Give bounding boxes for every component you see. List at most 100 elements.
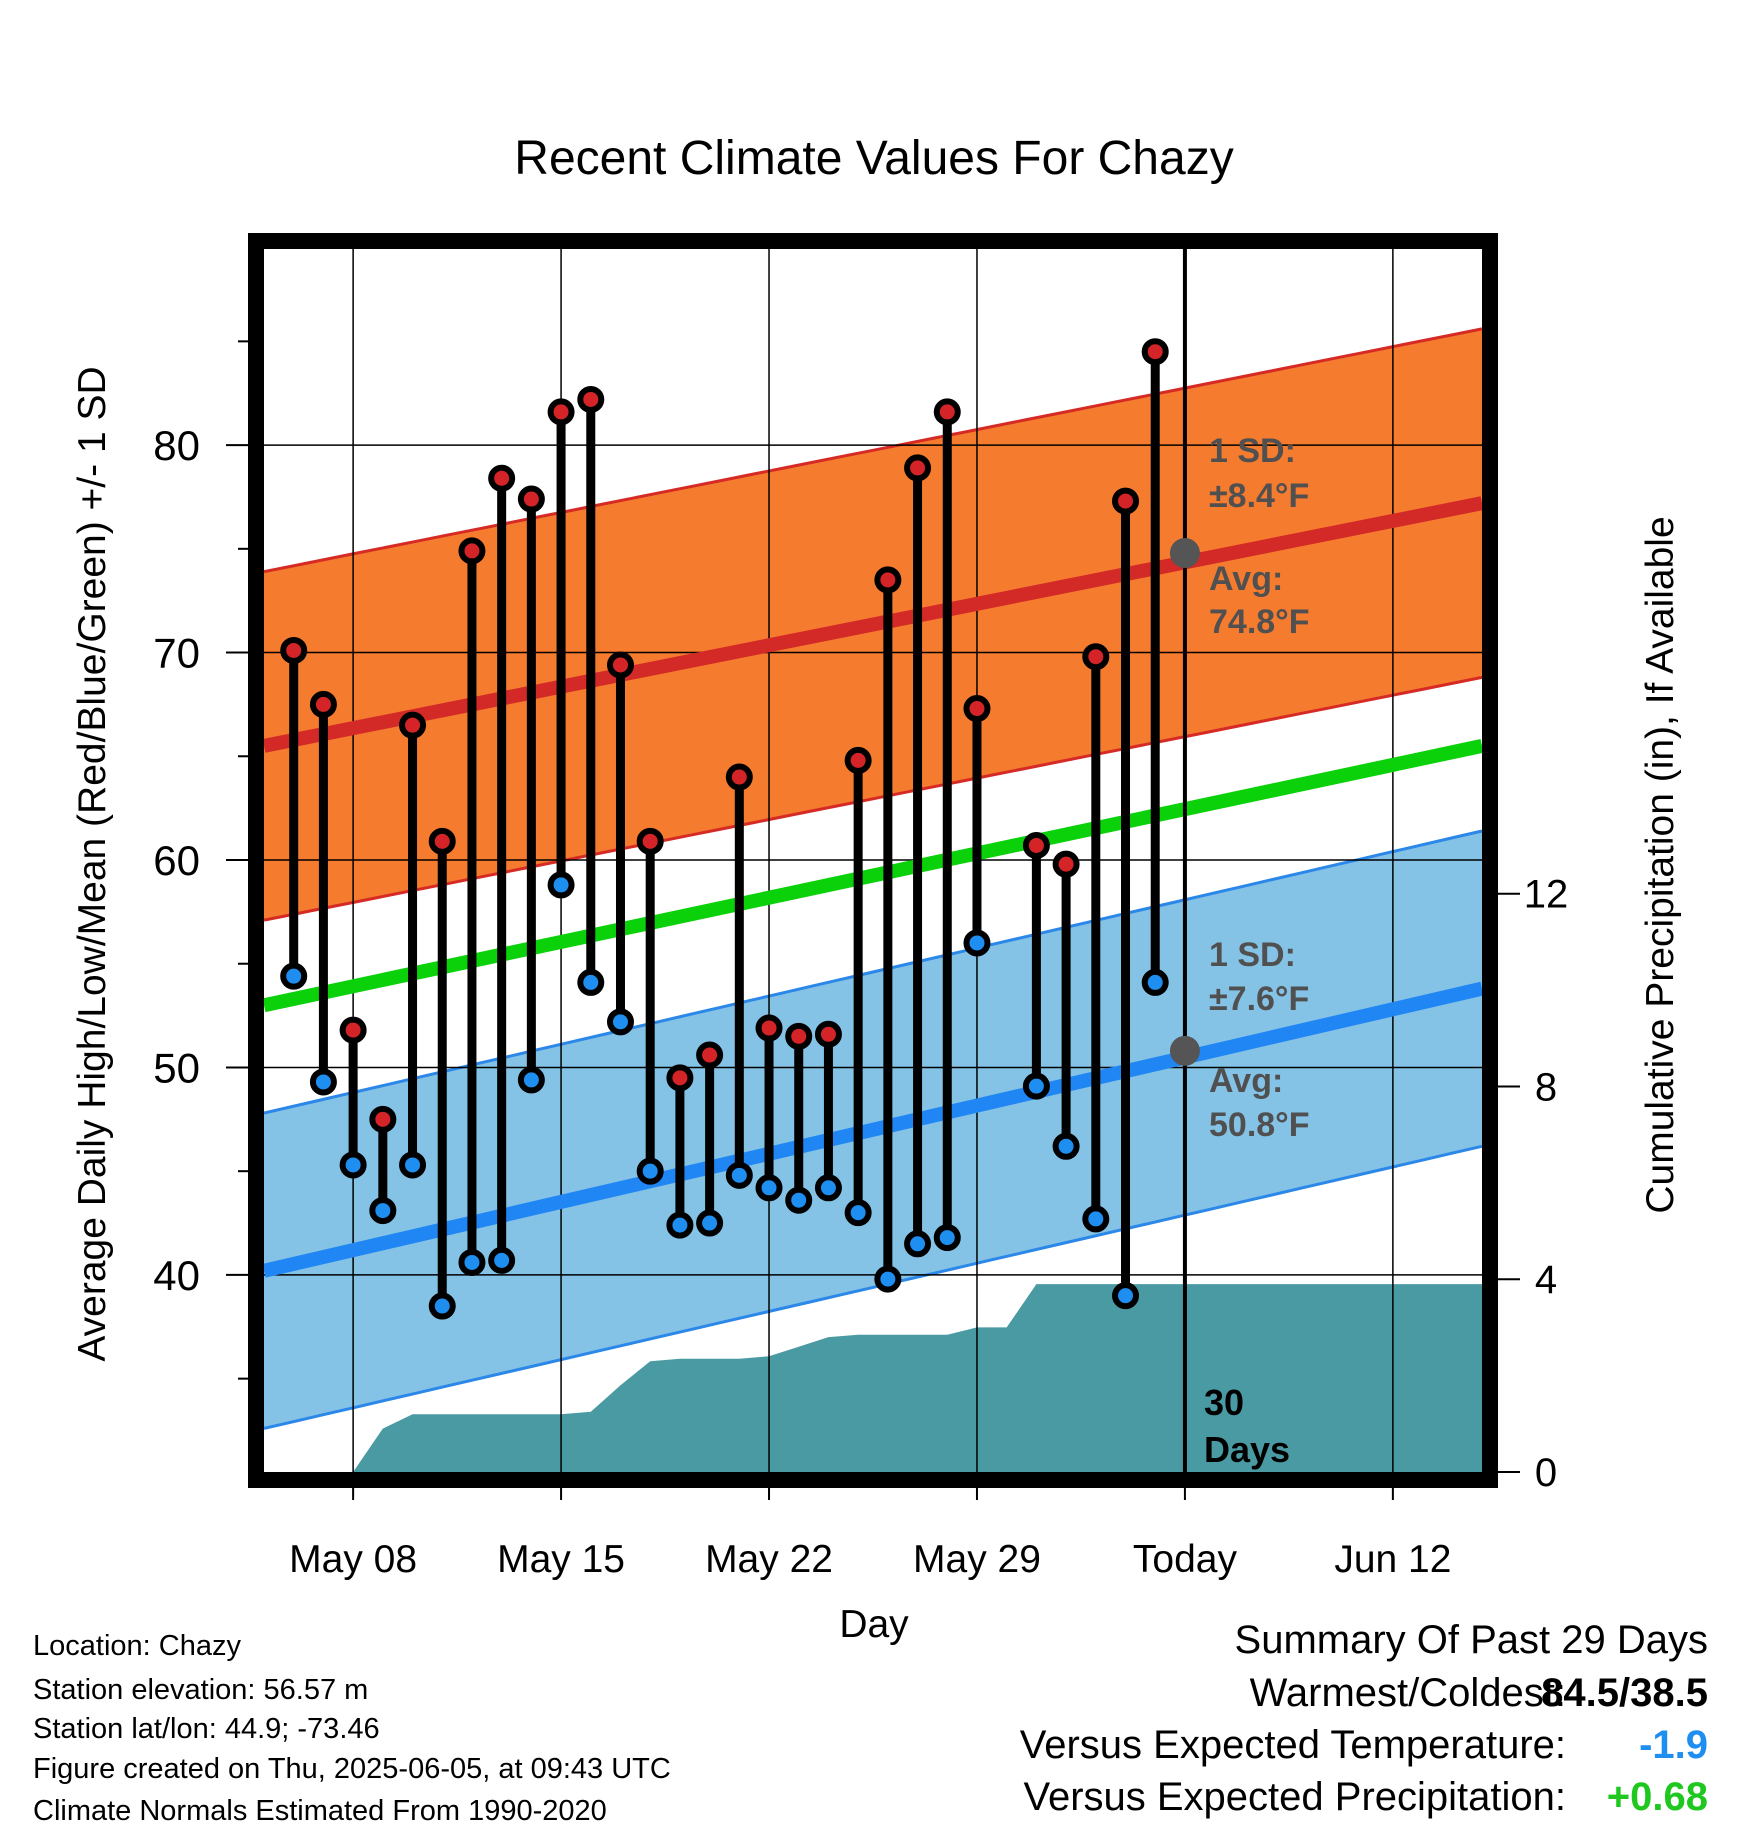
low-avg-marker bbox=[1169, 1035, 1200, 1066]
y2-tick-label: 4 bbox=[1535, 1258, 1557, 1302]
daily-low-point bbox=[666, 1211, 694, 1239]
daily-low-point bbox=[814, 1174, 842, 1202]
daily-high-point bbox=[458, 537, 486, 565]
summary-precip-value: +0.68 bbox=[1606, 1775, 1708, 1819]
normal-mean-line bbox=[264, 739, 1483, 1013]
plot-frame bbox=[248, 233, 1498, 1488]
summary-precip-label: Versus Expected Precipitation: bbox=[1023, 1775, 1566, 1819]
daily-low-point bbox=[577, 968, 605, 996]
daily-low-point bbox=[458, 1248, 486, 1276]
daily-high-point bbox=[280, 636, 308, 664]
y-tick-label: 60 bbox=[153, 837, 200, 884]
y2-tick-label: 12 bbox=[1524, 873, 1569, 917]
y-tick-label: 70 bbox=[153, 630, 200, 677]
low-sd-lower-edge bbox=[264, 1144, 1483, 1430]
low-sd-upper-edge bbox=[264, 829, 1483, 1115]
y-axis-ticks: 40 50 60 70 80 bbox=[153, 340, 248, 1380]
high-avg-value: 74.8°F bbox=[1209, 603, 1310, 641]
high-sd-title: 1 SD: bbox=[1209, 432, 1296, 470]
daily-high-point bbox=[339, 1016, 367, 1044]
high-sd-upper-edge bbox=[264, 327, 1483, 574]
y2-axis-ticks: 0 4 8 12 bbox=[1498, 873, 1568, 1495]
daily-low-point bbox=[963, 929, 991, 957]
x-tick-label: May 15 bbox=[497, 1538, 625, 1581]
normal-low-line bbox=[264, 981, 1483, 1278]
daily-high-point bbox=[725, 763, 753, 791]
daily-low-point bbox=[547, 871, 575, 899]
daily-high-point bbox=[309, 690, 337, 718]
daily-high-point bbox=[755, 1014, 783, 1042]
daily-high-point bbox=[1141, 338, 1169, 366]
daily-low-point bbox=[755, 1174, 783, 1202]
footer-location: Location: Chazy bbox=[33, 1630, 241, 1662]
low-avg-value: 50.8°F bbox=[1209, 1106, 1310, 1144]
x-tick-label: Today bbox=[1133, 1538, 1238, 1581]
y-tick-label: 80 bbox=[153, 422, 200, 469]
daily-low-point bbox=[280, 962, 308, 990]
summary-warm-cold-label: Warmest/Coldest: bbox=[1249, 1671, 1566, 1715]
high-avg-title: Avg: bbox=[1209, 560, 1283, 598]
daily-low-point bbox=[488, 1246, 516, 1274]
daily-low-point bbox=[309, 1068, 337, 1096]
window-label: 30 Days bbox=[1204, 1382, 1290, 1470]
daily-low-point bbox=[904, 1230, 932, 1258]
daily-low-point bbox=[517, 1066, 545, 1094]
daily-high-point bbox=[844, 746, 872, 774]
daily-low-point bbox=[1052, 1132, 1080, 1160]
daily-low-point bbox=[725, 1161, 753, 1189]
daily-high-point bbox=[666, 1064, 694, 1092]
high-sd-value: ±8.4°F bbox=[1209, 477, 1309, 515]
daily-high-point bbox=[963, 695, 991, 723]
window-label-text: Days bbox=[1204, 1429, 1290, 1470]
sd-annotations: 1 SD: ±8.4°F Avg: 74.8°F 1 SD: ±7.6°F Av… bbox=[1209, 432, 1310, 1144]
daily-high-point bbox=[904, 454, 932, 482]
daily-low-point bbox=[369, 1197, 397, 1225]
footer-latlon: Station lat/lon: 44.9; -73.46 bbox=[33, 1713, 380, 1745]
daily-high-point bbox=[369, 1105, 397, 1133]
y-tick-label: 40 bbox=[153, 1252, 200, 1299]
x-tick-label: May 22 bbox=[705, 1538, 833, 1581]
summary-temp-label: Versus Expected Temperature: bbox=[1019, 1723, 1566, 1767]
normal-high-line bbox=[264, 496, 1483, 753]
daily-low-point bbox=[785, 1186, 813, 1214]
daily-high-point bbox=[547, 398, 575, 426]
footer-created: Figure created on Thu, 2025-06-05, at 09… bbox=[33, 1753, 671, 1785]
y2-tick-label: 8 bbox=[1535, 1065, 1557, 1109]
x-tick-label: May 08 bbox=[289, 1538, 417, 1581]
daily-high-point bbox=[399, 711, 427, 739]
daily-high-point bbox=[814, 1020, 842, 1048]
precipitation-area bbox=[264, 1284, 1482, 1472]
daily-low-point bbox=[1112, 1282, 1140, 1310]
window-label-number: 30 bbox=[1204, 1382, 1244, 1423]
high-sd-lower-edge bbox=[264, 675, 1483, 922]
low-avg-title: Avg: bbox=[1209, 1062, 1283, 1100]
daily-range-bars bbox=[280, 338, 1169, 1320]
daily-high-point bbox=[577, 385, 605, 413]
daily-high-point bbox=[696, 1041, 724, 1069]
daily-low-point bbox=[1082, 1205, 1110, 1233]
daily-high-point bbox=[1022, 831, 1050, 859]
daily-low-point bbox=[1022, 1072, 1050, 1100]
daily-low-point bbox=[874, 1265, 902, 1293]
y2-tick-label: 0 bbox=[1535, 1451, 1557, 1495]
daily-high-point bbox=[874, 566, 902, 594]
daily-low-point bbox=[844, 1199, 872, 1227]
daily-high-point bbox=[428, 827, 456, 855]
footer-elevation: Station elevation: 56.57 m bbox=[33, 1674, 369, 1706]
y-axis-label: Average Daily High/Low/Mean (Red/Blue/Gr… bbox=[71, 366, 114, 1361]
daily-high-point bbox=[488, 464, 516, 492]
low-sd-value: ±7.6°F bbox=[1209, 980, 1309, 1018]
daily-low-point bbox=[1141, 968, 1169, 996]
y2-axis-label: Cumulative Precipitation (in), If Availa… bbox=[1639, 516, 1682, 1213]
daily-low-point bbox=[636, 1157, 664, 1185]
daily-high-point bbox=[636, 827, 664, 855]
y-tick-label: 50 bbox=[153, 1044, 200, 1091]
daily-low-point bbox=[933, 1224, 961, 1252]
high-avg-marker bbox=[1169, 537, 1200, 568]
x-axis-label: Day bbox=[839, 1603, 909, 1646]
daily-high-point bbox=[1052, 850, 1080, 878]
daily-low-point bbox=[339, 1151, 367, 1179]
plot-area bbox=[264, 248, 1483, 1472]
x-tick-label: May 29 bbox=[913, 1538, 1041, 1581]
